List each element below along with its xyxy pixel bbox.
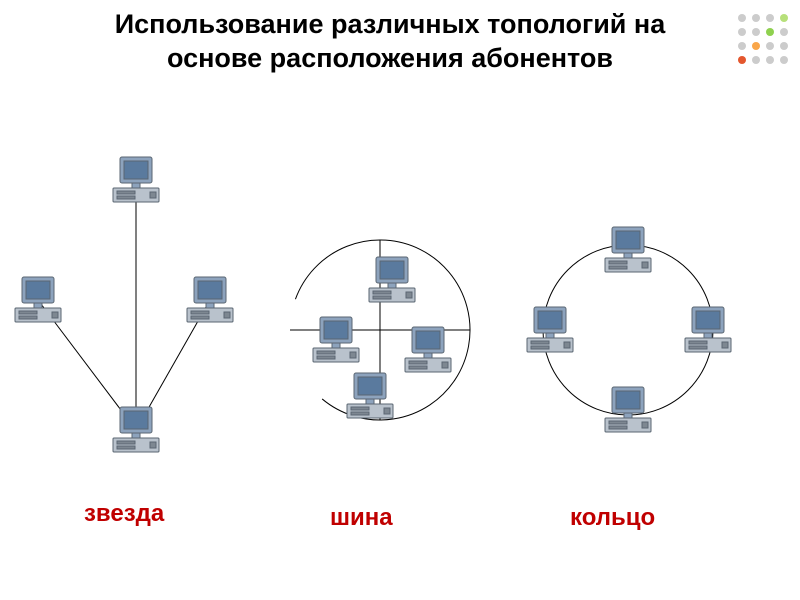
ring-node-0 bbox=[602, 225, 654, 275]
caption-star: звезда bbox=[84, 500, 164, 528]
star-hub bbox=[110, 405, 162, 455]
star-node-0 bbox=[110, 155, 162, 205]
bus-node-0 bbox=[366, 255, 418, 305]
bus-node-3 bbox=[344, 371, 396, 421]
star-node-2 bbox=[184, 275, 236, 325]
ring-node-1 bbox=[682, 305, 734, 355]
caption-ring: кольцо bbox=[570, 504, 655, 532]
ring-node-3 bbox=[602, 385, 654, 435]
bus-node-2 bbox=[402, 325, 454, 375]
star-node-1 bbox=[12, 275, 64, 325]
ring-node-2 bbox=[524, 305, 576, 355]
bus-node-1 bbox=[310, 315, 362, 365]
caption-bus: шина bbox=[330, 504, 393, 532]
